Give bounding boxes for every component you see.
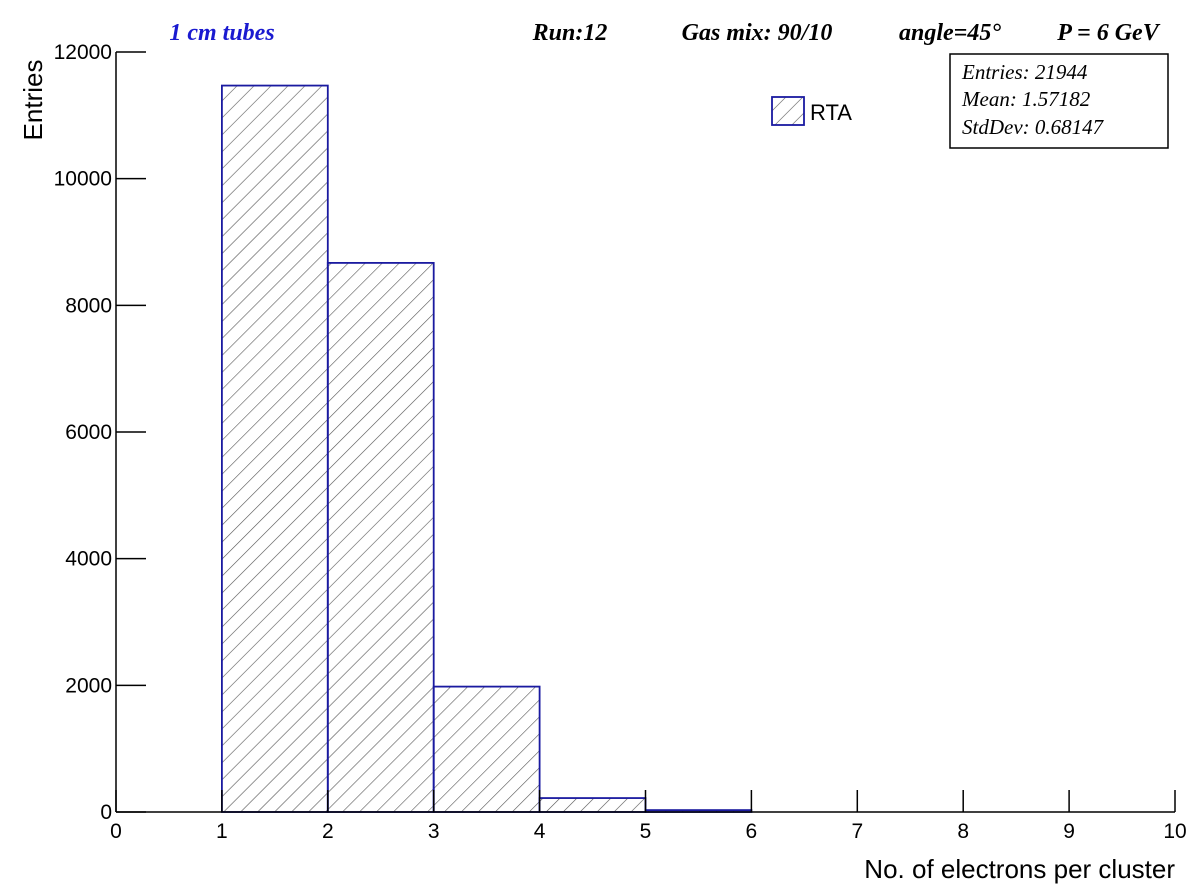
x-tick-label: 4 [534,820,546,843]
header-text: Gas mix: 90/10 [682,20,833,46]
x-tick-label: 9 [1063,820,1075,843]
header-text: P = 6 GeV [1056,20,1160,46]
y-tick-label: 10000 [54,168,112,191]
bar [326,261,435,813]
stats-box [949,53,1169,149]
x-axis-label: No. of electrons per cluster [864,854,1175,884]
y-tick-label: 12000 [54,41,112,64]
x-tick-label: 2 [322,820,334,843]
legend-label: RTA [810,100,852,125]
x-tick-label: 10 [1163,820,1186,843]
stats-text: Entries: 21944 [961,60,1088,84]
x-tick-label: 3 [428,820,440,843]
y-tick-label: 6000 [65,421,112,444]
header-text: angle=45° [899,20,1001,46]
x-tick-label: 0 [110,820,122,843]
bar [538,797,647,813]
x-tick-label: 1 [216,820,228,843]
legend-swatch [771,96,805,126]
bar [220,84,329,813]
y-tick-label: 2000 [65,674,112,697]
x-tick-label: 8 [957,820,969,843]
stats-text: StdDev: 0.68147 [962,115,1105,139]
y-tick-label: 8000 [65,294,112,317]
x-tick-label: 5 [640,820,652,843]
bar [432,685,541,813]
header-text: Run:12 [532,20,608,46]
stats-text: Mean: 1.57182 [961,87,1091,111]
x-tick-label: 7 [851,820,863,843]
y-tick-label: 0 [100,801,112,824]
x-tick-label: 6 [746,820,758,843]
y-tick-label: 4000 [65,548,112,571]
header-tag: 1 cm tubes [169,20,274,46]
y-axis-label: Entries [18,60,48,141]
